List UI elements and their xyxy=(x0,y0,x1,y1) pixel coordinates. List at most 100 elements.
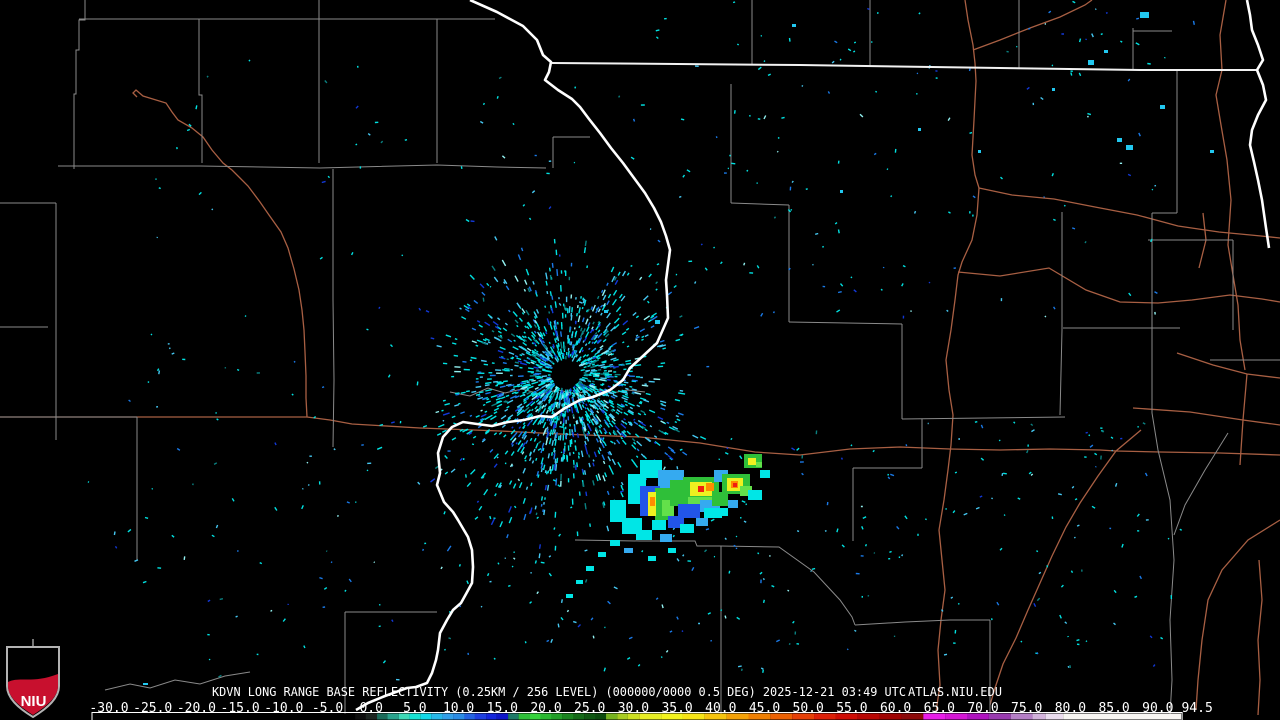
county-line xyxy=(1151,213,1175,716)
footer-annotation-bar: KDVN LONG RANGE BASE REFLECTIVITY (0.25K… xyxy=(89,685,1213,720)
clutter-speckles xyxy=(183,23,1156,653)
county-line xyxy=(332,169,335,448)
colorbar-segment xyxy=(1010,713,1033,720)
colorbar-segment xyxy=(409,713,421,720)
storm-echo xyxy=(756,462,762,467)
colorbar-segment xyxy=(879,713,902,720)
river-state-line xyxy=(1245,0,1271,249)
storm-echo xyxy=(678,504,700,518)
echo-patch xyxy=(1140,12,1149,18)
storm-echo xyxy=(648,556,656,561)
colorbar-segment xyxy=(748,713,771,720)
highway-line xyxy=(935,0,980,713)
colorbar-segment xyxy=(857,713,880,720)
colorbar-segment xyxy=(584,713,596,720)
highway-line xyxy=(1215,0,1246,371)
storm-echo xyxy=(740,486,752,496)
scale-tick-label: 94.5 xyxy=(1181,701,1212,716)
colorbar-segment xyxy=(639,713,662,720)
colorbar-segment xyxy=(562,713,574,720)
clutter-speckles xyxy=(87,0,1183,673)
echo-patch xyxy=(1210,150,1214,153)
colorbar-segment xyxy=(486,713,497,720)
echo-patch xyxy=(840,190,843,193)
storm-echo xyxy=(760,470,770,478)
colorbar-segment xyxy=(661,713,683,720)
county-line xyxy=(1059,212,1063,416)
colorbar-segment xyxy=(540,713,552,720)
colorbar-segment xyxy=(814,713,836,720)
colorbar-segment xyxy=(377,713,388,720)
county-line xyxy=(901,416,1066,420)
storm-echo xyxy=(728,500,738,508)
colorbar-segment xyxy=(365,713,378,720)
site-attribution-text: ATLAS.NIU.EDU xyxy=(908,685,1002,699)
highway-line xyxy=(0,416,1280,456)
county-line xyxy=(1173,432,1229,536)
county-line xyxy=(73,0,86,169)
colorbar-segment xyxy=(431,713,443,720)
colorbar-segment xyxy=(988,713,1011,720)
colorbar-segment xyxy=(442,713,454,720)
storm-echo xyxy=(716,508,728,516)
echo-patch xyxy=(1104,50,1108,53)
state-border-line xyxy=(551,62,1257,71)
highway-line xyxy=(957,267,1280,304)
storm-echo xyxy=(733,483,737,487)
colorbar-segment xyxy=(573,713,585,720)
colorbar-segment xyxy=(901,713,924,720)
county-line xyxy=(198,19,203,163)
colorbar-segment xyxy=(945,713,967,720)
colorbar-segment xyxy=(770,713,793,720)
state-border-layer xyxy=(355,0,1271,712)
river-state-line xyxy=(355,0,672,712)
clutter-speckles xyxy=(113,8,1157,681)
highway-line xyxy=(132,89,308,418)
colorbar-segment xyxy=(551,713,563,720)
colorbar-segment xyxy=(518,713,530,720)
storm-echo xyxy=(636,530,652,540)
storm-echo xyxy=(610,540,620,546)
colorbar-segment xyxy=(474,713,487,720)
colorbar-segment xyxy=(387,713,399,720)
colorbar-segment xyxy=(420,713,432,720)
county-line xyxy=(104,671,251,691)
colorbar-border xyxy=(91,712,1183,720)
echo-patch xyxy=(1117,138,1122,142)
county-line xyxy=(730,202,790,206)
storm-echo xyxy=(704,508,722,518)
storm-echo xyxy=(668,548,676,553)
echo-patch xyxy=(1052,88,1055,91)
storm-echo xyxy=(566,594,573,598)
storm-echo xyxy=(610,500,626,522)
storm-echo xyxy=(652,520,666,530)
colorbar-segment xyxy=(792,713,815,720)
storm-echo xyxy=(712,492,728,506)
echo-patch xyxy=(918,128,921,131)
echo-patch xyxy=(1126,145,1133,150)
colorbar-segment xyxy=(835,713,858,720)
colorbar-segment xyxy=(508,713,519,720)
county-line xyxy=(720,545,856,626)
highway-line xyxy=(972,0,1093,51)
colorbar-segment xyxy=(355,713,366,720)
storm-echo xyxy=(598,552,606,557)
highway-line xyxy=(1195,519,1280,711)
highway-line xyxy=(1257,559,1263,716)
colorbar-segment xyxy=(464,713,475,720)
storm-echo xyxy=(748,490,762,500)
storm-echo xyxy=(706,483,714,491)
county-line xyxy=(788,321,903,325)
colorbar-segment xyxy=(606,713,618,720)
product-title-text: KDVN LONG RANGE BASE REFLECTIVITY (0.25K… xyxy=(212,685,906,699)
county-line xyxy=(58,164,547,169)
highway-line xyxy=(989,429,1142,706)
radar-echo-layer xyxy=(87,0,1214,685)
colorbar-segment xyxy=(398,713,410,720)
colorbar-segment xyxy=(1063,713,1182,720)
clutter-speckles xyxy=(192,50,1146,678)
colorbar-segment xyxy=(682,713,705,720)
niu-logo: NIU xyxy=(6,639,60,719)
